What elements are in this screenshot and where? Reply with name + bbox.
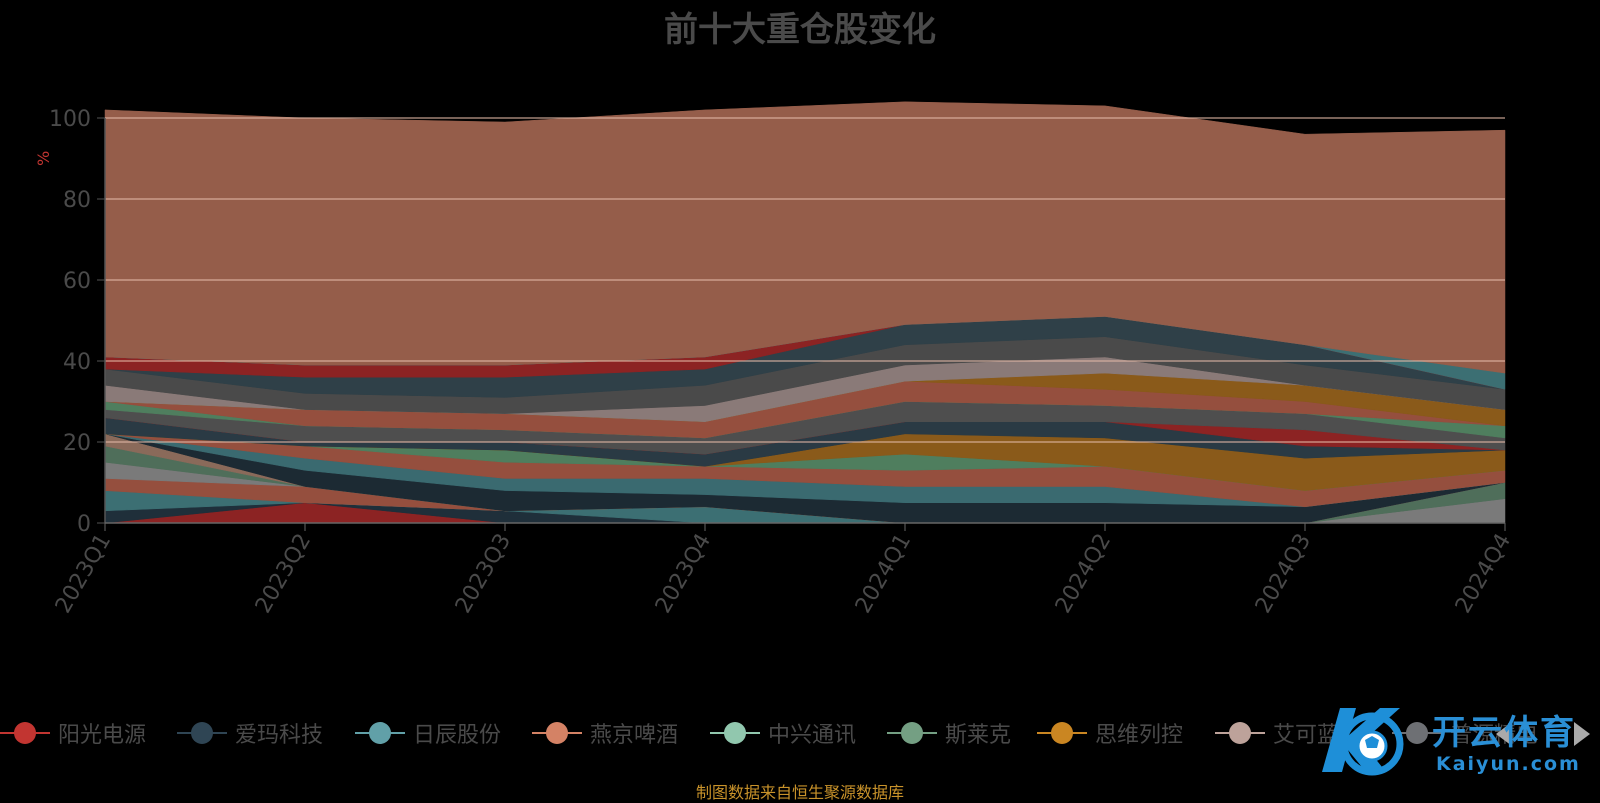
- legend-next-page-icon[interactable]: [1574, 722, 1590, 746]
- y-tick-label: 80: [63, 188, 91, 213]
- legend-item[interactable]: 爱玛科技: [177, 716, 323, 750]
- legend-item[interactable]: 艾可蓝: [1215, 716, 1339, 750]
- brand-logo-text: 开云体育: [1432, 713, 1576, 753]
- y-axis-unit-label: %: [34, 151, 53, 166]
- legend-item[interactable]: 思维列控: [1037, 716, 1183, 750]
- legend-item[interactable]: 阳光电源: [0, 716, 146, 750]
- area-series-23: [104, 101, 1506, 374]
- x-tick-label: 2023Q4: [651, 530, 716, 618]
- y-tick-label: 40: [63, 350, 91, 375]
- legend-label: 爱玛科技: [235, 723, 324, 748]
- legend-symbol-icon: [710, 716, 760, 750]
- x-tick-label: 2024Q1: [851, 530, 916, 618]
- legend-label: 阳光电源: [58, 723, 147, 748]
- legend-symbol-icon: [532, 716, 582, 750]
- brand-logo-icon: [1322, 708, 1404, 776]
- brand-logo-subtext: Kaiyun.com: [1436, 753, 1581, 775]
- legend-symbol-icon: [1037, 716, 1087, 750]
- x-tick-label: 2023Q2: [251, 530, 316, 618]
- x-tick-label: 2024Q4: [1451, 530, 1516, 618]
- y-tick-label: 60: [63, 269, 91, 294]
- x-tick-label: 2024Q3: [1251, 530, 1316, 618]
- legend-item[interactable]: 斯莱克: [887, 716, 1011, 750]
- legend-symbol-icon: [177, 716, 227, 750]
- y-tick-label: 20: [63, 431, 91, 456]
- legend-symbol-icon: [1215, 716, 1265, 750]
- legend-item[interactable]: 燕京啤酒: [532, 716, 678, 750]
- legend-label: 思维列控: [1095, 723, 1184, 748]
- legend-label: 普源精电: [1450, 723, 1539, 748]
- legend-symbol-icon: [1392, 716, 1442, 750]
- legend-label: 燕京啤酒: [590, 723, 679, 748]
- legend-item[interactable]: 日辰股份: [355, 716, 501, 750]
- legend-symbol-icon: [887, 716, 937, 750]
- legend-label: 中兴通讯: [768, 723, 857, 748]
- legend-symbol-icon: [355, 716, 405, 750]
- y-tick-label: 100: [49, 107, 91, 132]
- legend-symbol-icon: [0, 716, 50, 750]
- x-tick-label: 2023Q3: [451, 530, 516, 618]
- legend-item[interactable]: 普源精电: [1392, 716, 1538, 750]
- legend-item[interactable]: 中兴通讯: [710, 716, 856, 750]
- y-tick-label: 0: [77, 512, 91, 537]
- chart-title: 前十大重仓股变化: [664, 10, 936, 50]
- chart-legend[interactable]: 阳光电源 爱玛科技 日辰股份 燕京啤酒 中兴通讯 斯莱克 思维列控 艾可蓝 普源精电: [0, 716, 1600, 750]
- legend-prev-page-icon[interactable]: [1496, 722, 1512, 746]
- x-tick-label: 2023Q1: [51, 530, 116, 618]
- legend-label: 斯莱克: [945, 723, 1012, 748]
- x-tick-label: 2024Q2: [1051, 530, 1116, 618]
- legend-label: 日辰股份: [413, 723, 502, 748]
- data-source-note: 制图数据来自恒生聚源数据库: [695, 783, 904, 802]
- legend-label: 艾可蓝: [1273, 723, 1340, 748]
